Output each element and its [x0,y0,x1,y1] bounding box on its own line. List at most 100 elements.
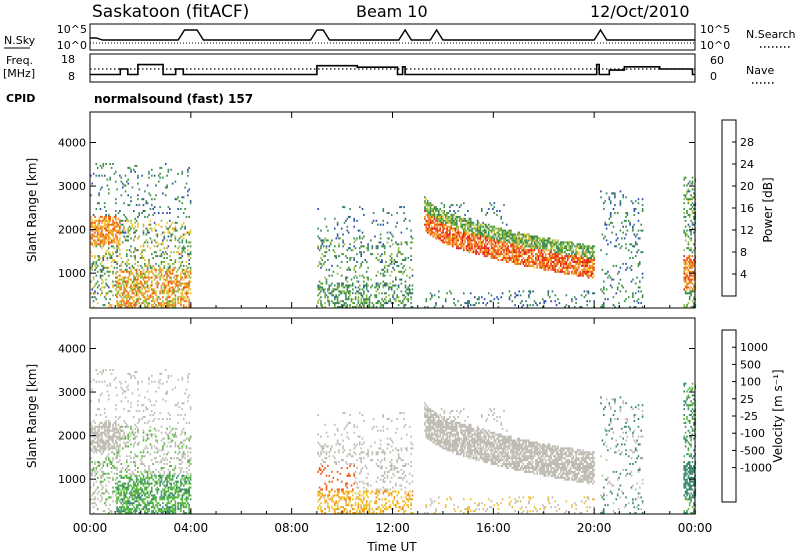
power-cell [365,270,368,273]
power-cell [630,243,633,246]
power-cell [436,221,439,224]
velocity-cell [120,484,123,487]
power-cell [550,241,552,244]
power-cell [176,284,178,287]
power-cell [354,264,357,267]
power-cell [493,247,496,250]
velocity-cell [92,512,95,514]
power-cell [476,231,479,234]
power-cell [566,272,569,275]
power-cell [476,247,479,250]
power-cell [99,268,102,271]
power-cell [428,213,430,216]
power-cell [410,255,412,258]
power-cell [532,251,534,254]
power-cell [497,231,500,234]
power-cell [546,245,548,248]
power-cell [558,247,561,250]
power-cell [393,262,396,265]
power-cell [426,219,429,222]
power-cell [457,239,459,242]
power-cell [336,282,339,285]
power-cell [572,259,575,261]
power-cell [108,290,110,293]
power-cell [173,302,175,305]
power-cell [623,300,626,303]
freq-trace [90,63,695,76]
power-cell [102,259,105,261]
power-cell [166,278,168,281]
power-cell [166,247,168,250]
power-cell [105,235,107,238]
power-cell [507,245,509,248]
power-cell [562,257,565,259]
power-cell [447,215,450,218]
power-cell [167,168,170,171]
power-cell [379,241,382,244]
power-cell [399,206,401,209]
power-cell [349,243,351,246]
velocity-cell [91,449,93,452]
power-cell [593,262,595,265]
power-cell [167,231,170,234]
power-cell [536,261,538,263]
power-cell [372,306,375,308]
power-cell [546,257,548,259]
power-cell [173,290,175,293]
power-cell [468,235,471,238]
power-cell [499,210,501,212]
power-cell [328,245,331,248]
power-cell [530,251,533,254]
power-cell [471,233,473,236]
power-cell [116,304,118,307]
power-cell [139,282,142,285]
velocity-cell [91,429,93,432]
velocity-cell [103,445,106,448]
power-cell [456,204,458,207]
power-cell [454,235,457,238]
power-cell [454,221,457,224]
velocity-cell [116,476,118,479]
power-cell [375,282,378,285]
power-cell [363,306,365,308]
power-cell [690,194,692,197]
power-cell [548,253,551,256]
power-cell [519,253,522,256]
power-cell [535,262,537,265]
power-cell [178,245,181,248]
power-cell [625,247,627,250]
power-cell [476,243,479,246]
power-cell [503,243,505,246]
velocity-cell [115,431,117,434]
power-cell [171,304,174,307]
power-cell [160,292,163,295]
velocity-cell [92,502,95,505]
velocity-cell [117,490,120,493]
power-cell [510,245,512,248]
power-cell [431,213,433,216]
power-cell [566,255,569,258]
velocity-cell [117,451,120,454]
power-cell [438,210,440,212]
power-cell [511,251,514,254]
power-cell [566,253,569,256]
power-cell [135,268,138,271]
power-cell [503,241,505,244]
power-cell [119,231,121,234]
velocity-cell [131,494,134,497]
power-cell [486,249,489,252]
velocity-cell [120,492,123,495]
power-cell [490,245,493,248]
power-cell [518,255,520,258]
power-cell [403,294,405,297]
velocity-cell [127,508,129,511]
power-cell [428,229,430,232]
power-cell [526,264,529,267]
power-cell [156,286,159,289]
power-cell [517,261,519,263]
power-cell [517,237,519,240]
power-cell [400,262,403,265]
power-cell [578,272,580,275]
power-cell [486,237,489,240]
power-cell [474,237,476,240]
